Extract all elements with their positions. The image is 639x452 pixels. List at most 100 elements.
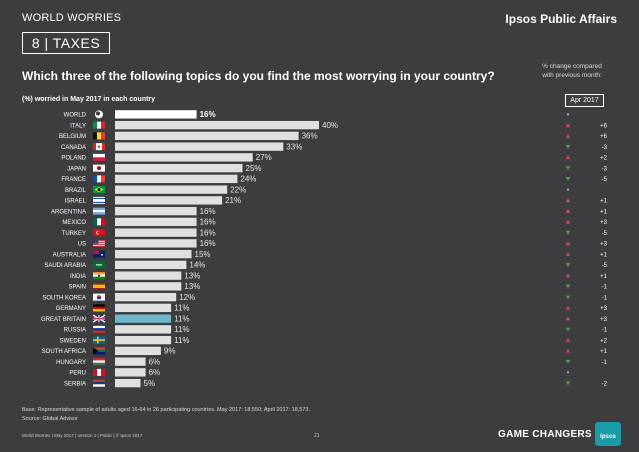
- change-label: -1: [602, 360, 608, 366]
- change-up-icon: [565, 209, 571, 213]
- value-label: 16%: [200, 110, 216, 119]
- bar: [115, 260, 187, 270]
- base-note: Base: Representative sample of adults ag…: [22, 407, 311, 413]
- value-label: 13%: [184, 271, 200, 280]
- category-label: ITALY: [70, 123, 86, 129]
- tagline: GAME CHANGERS: [498, 429, 592, 440]
- belgium-flag-icon: [93, 132, 106, 140]
- value-label: 27%: [256, 153, 272, 162]
- change-down-icon: [565, 144, 571, 149]
- value-label: 22%: [230, 185, 246, 194]
- bar: [115, 325, 172, 334]
- change-note: % change compared with previous month:: [527, 62, 617, 80]
- value-label: 16%: [200, 239, 216, 248]
- change-label: +1: [600, 274, 608, 280]
- value-label: 6%: [149, 357, 161, 366]
- value-label: 11%: [174, 314, 189, 323]
- israel-flag-icon: [93, 196, 105, 204]
- us-flag-icon: [93, 239, 105, 247]
- topic-box: 8 | TAXES: [22, 32, 110, 54]
- bar: [115, 368, 146, 377]
- spain-flag-icon: [93, 282, 105, 290]
- value-label: 24%: [240, 175, 256, 184]
- topic-number: 8: [31, 35, 41, 51]
- brazil-flag-icon: [93, 186, 105, 194]
- bar: [115, 120, 319, 130]
- change-down-icon: [565, 295, 571, 300]
- change-up-icon: [565, 219, 571, 224]
- change-label: -2: [602, 381, 608, 387]
- change-label: +3: [600, 220, 608, 226]
- italy-flag-icon: [93, 121, 106, 129]
- category-label: BRAZIL: [65, 188, 87, 194]
- topic-divider: |: [44, 35, 53, 51]
- change-label: -5: [602, 177, 608, 183]
- change-down-icon: [565, 381, 571, 386]
- change-up-icon: [565, 316, 571, 321]
- bar: [115, 228, 197, 237]
- turkey-flag-icon: [93, 229, 105, 237]
- value-label: 16%: [200, 218, 216, 227]
- category-label: POLAND: [61, 156, 86, 162]
- brand-name: Ipsos Public Affairs: [505, 12, 617, 26]
- category-label: ISRAEL: [65, 199, 87, 205]
- change-label: -3: [602, 166, 608, 172]
- value-label: 14%: [189, 261, 205, 270]
- great-britain-flag-icon: [92, 314, 106, 323]
- category-label: SOUTH AFRICA: [42, 349, 86, 355]
- change-label: +6: [600, 134, 608, 140]
- change-flat-icon: [567, 188, 569, 191]
- category-label: US: [78, 242, 86, 248]
- south-korea-flag-icon: [93, 293, 105, 301]
- bar: [115, 346, 161, 356]
- change-flat-icon: [567, 113, 569, 116]
- bar: [115, 282, 182, 291]
- category-label: BELGIUM: [59, 134, 86, 140]
- change-up-icon: [565, 348, 571, 353]
- russia-flag-icon: [93, 325, 105, 333]
- category-label: SOUTH KOREA: [42, 295, 86, 301]
- change-label: +3: [600, 317, 608, 323]
- value-label: 12%: [179, 293, 195, 302]
- change-label: +1: [600, 252, 608, 258]
- change-label: +6: [600, 123, 608, 129]
- value-label: 21%: [225, 196, 241, 205]
- bar: [115, 357, 146, 366]
- category-label: GERMANY: [56, 306, 86, 312]
- change-up-icon: [565, 241, 571, 246]
- value-label: 40%: [322, 121, 338, 130]
- globe-icon: [95, 110, 103, 119]
- change-down-icon: [565, 177, 571, 181]
- bar: [115, 131, 299, 141]
- change-label: +3: [600, 242, 608, 248]
- change-label: -5: [602, 231, 608, 237]
- bar: [115, 110, 197, 119]
- bar: [115, 335, 172, 345]
- ipsos-logo: Ipsos: [595, 422, 621, 446]
- value-label: 25%: [246, 164, 262, 173]
- change-label: -1: [602, 285, 608, 291]
- australia-flag-icon: [93, 250, 105, 258]
- bar: [115, 271, 182, 280]
- south-africa-flag-icon: [93, 347, 105, 355]
- value-label: 16%: [200, 207, 216, 216]
- bar: [115, 217, 197, 227]
- change-up-icon: [565, 252, 571, 256]
- bar: [115, 153, 253, 162]
- argentina-flag-icon: [93, 207, 105, 215]
- bar: [115, 314, 172, 323]
- change-down-icon: [565, 327, 571, 332]
- value-label: 9%: [164, 347, 176, 356]
- serbia-flag-icon: [93, 379, 105, 387]
- change-up-icon: [565, 305, 571, 310]
- change-label: -1: [602, 295, 608, 301]
- change-label: +3: [600, 306, 608, 312]
- hungary-flag-icon: [93, 358, 105, 366]
- change-up-icon: [565, 198, 571, 203]
- change-label: -3: [602, 145, 608, 151]
- category-label: FRANCE: [61, 177, 86, 183]
- category-label: CANADA: [61, 145, 86, 151]
- sweden-flag-icon: [93, 336, 105, 344]
- japan-flag-icon: [93, 164, 105, 172]
